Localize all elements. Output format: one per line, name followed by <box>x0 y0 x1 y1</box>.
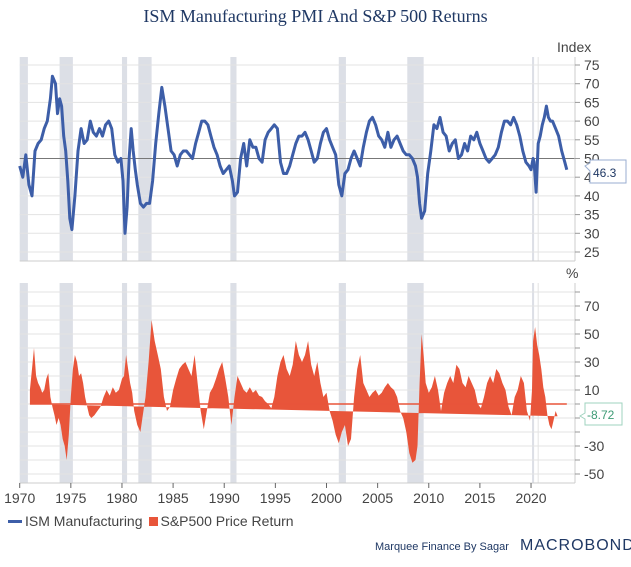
sp500-last-value: -8.72 <box>587 408 615 422</box>
top-y-tick-label: 35 <box>584 207 600 223</box>
sp500-area-fill <box>30 320 558 463</box>
sp500-last-value-callout: -8.72 <box>580 403 622 425</box>
x-tick-label: 1985 <box>158 490 189 506</box>
x-tick-label: 2010 <box>413 490 444 506</box>
ism-line <box>20 76 575 233</box>
bottom-y-tick-label: 70 <box>584 298 600 314</box>
top-y-tick-label: 70 <box>584 76 600 92</box>
recession-band <box>20 283 28 483</box>
recession-band <box>230 283 236 483</box>
top-unit-label: Index <box>557 39 591 55</box>
bottom-y-tick-label: -30 <box>584 438 604 454</box>
x-tick-label: 2015 <box>464 490 495 506</box>
ism-last-value: 46.3 <box>593 166 617 180</box>
x-tick-label: 2005 <box>362 490 393 506</box>
x-tick-label: 1990 <box>209 490 240 506</box>
top-y-tick-label: 60 <box>584 113 600 129</box>
x-tick-label: 1970 <box>4 490 35 506</box>
sp500-area <box>30 0 567 463</box>
legend-ism-label: ISM Manufacturing <box>25 513 143 529</box>
legend: ISM Manufacturing S&P500 Price Return <box>8 513 294 529</box>
bottom-y-tick-label: 10 <box>584 382 600 398</box>
x-tick-label: 1980 <box>106 490 137 506</box>
chart-canvas: 2530354045505560657075-50-30-10103050701… <box>0 0 631 567</box>
top-y-tick-label: 30 <box>584 225 600 241</box>
recession-band <box>339 283 346 483</box>
top-y-tick-label: 55 <box>584 132 600 148</box>
top-y-tick-label: 65 <box>584 94 600 110</box>
brand-logo: MACROBOND <box>520 537 631 555</box>
bottom-y-tick-label: 50 <box>584 326 600 342</box>
x-tick-label: 2020 <box>515 490 546 506</box>
top-y-tick-label: 25 <box>584 244 600 260</box>
tick-labels: 2530354045505560657075-50-30-10103050701… <box>4 57 604 506</box>
x-tick-label: 2000 <box>311 490 342 506</box>
ism-last-value-callout: 46.3 <box>585 160 626 183</box>
legend-ism-swatch <box>8 520 22 523</box>
credit-text: Marquee Finance By Sagar <box>375 541 509 553</box>
top-y-tick-label: 75 <box>584 57 600 73</box>
axes <box>20 57 580 488</box>
x-tick-label: 1975 <box>55 490 86 506</box>
legend-sp500-swatch <box>149 517 158 526</box>
legend-sp500-label: S&P500 Price Return <box>161 513 294 529</box>
bottom-y-tick-label: 30 <box>584 354 600 370</box>
bottom-y-tick-label: -50 <box>584 466 604 482</box>
bottom-unit-label: % <box>566 265 578 281</box>
ism-line-path <box>20 76 567 233</box>
top-y-tick-label: 40 <box>584 188 600 204</box>
x-tick-label: 1995 <box>260 490 291 506</box>
